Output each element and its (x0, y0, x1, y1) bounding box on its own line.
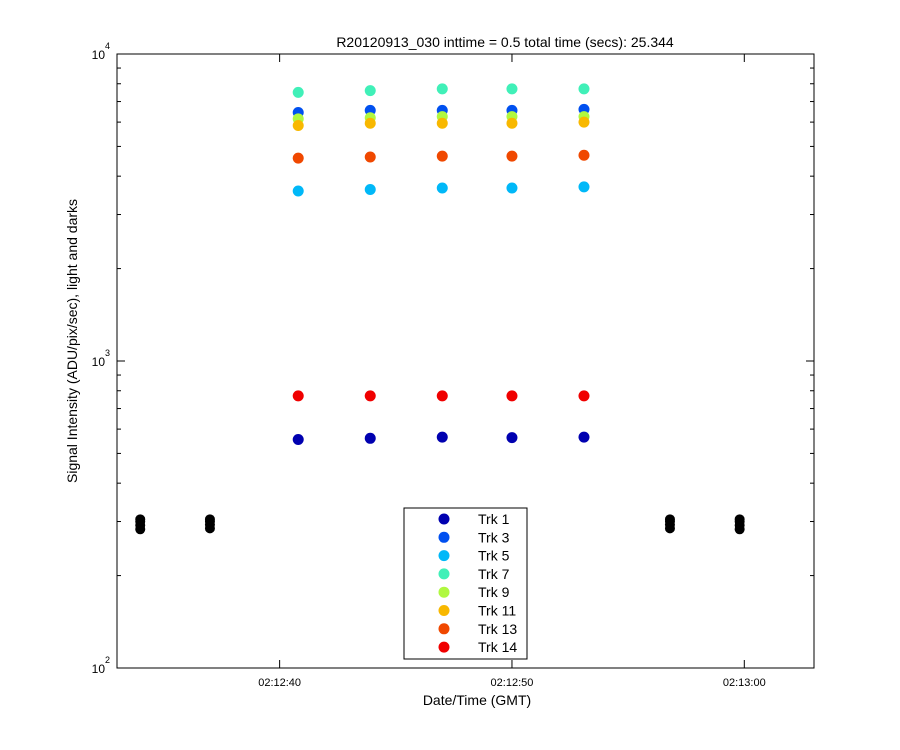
legend-box (403, 507, 528, 660)
point-trk-5 (506, 182, 518, 194)
point-trk-14 (578, 390, 590, 402)
point-trk-14 (506, 390, 518, 402)
point-trk-1 (436, 431, 448, 443)
point-trk-7 (578, 83, 590, 95)
point-trk-13 (292, 152, 304, 164)
legend-label: Trk 11 (478, 603, 516, 619)
legend-marker (438, 623, 450, 635)
point-trk-11 (578, 116, 590, 128)
point-trk-13 (364, 151, 376, 163)
legend-label: Trk 13 (478, 621, 517, 637)
point-trk-1 (578, 431, 590, 443)
dark-point (664, 514, 675, 525)
point-trk-11 (436, 117, 448, 129)
point-trk-14 (436, 390, 448, 402)
point-trk-1 (292, 434, 304, 446)
dark-points (135, 514, 745, 535)
point-trk-1 (506, 432, 518, 444)
y-tick-label: 10 (92, 48, 106, 62)
point-trk-5 (292, 185, 304, 197)
point-trk-5 (578, 181, 590, 193)
x-axis-label: Date/Time (GMT) (423, 692, 531, 708)
legend-label: Trk 1 (478, 511, 510, 527)
y-tick-exponent: 4 (105, 41, 110, 51)
legend-marker (438, 531, 450, 543)
point-trk-7 (436, 83, 448, 95)
legend-marker (438, 641, 450, 653)
legend-marker (438, 513, 450, 525)
dark-point (204, 514, 215, 525)
legend-marker (438, 568, 450, 580)
x-tick-label: 02:12:50 (491, 677, 534, 689)
legend-marker (438, 550, 450, 562)
legend-label: Trk 3 (478, 529, 510, 545)
point-trk-13 (436, 150, 448, 162)
point-trk-7 (292, 86, 304, 98)
legend-label: Trk 5 (478, 548, 510, 564)
y-tick-exponent: 2 (105, 655, 110, 665)
y-tick-exponent: 3 (105, 348, 110, 358)
x-tick-label: 02:12:40 (258, 677, 301, 689)
x-tick-label: 02:13:00 (723, 677, 766, 689)
point-trk-14 (292, 390, 304, 402)
legend-label: Trk 14 (478, 639, 517, 655)
y-tick-label: 10 (92, 662, 106, 676)
point-trk-5 (436, 182, 448, 194)
point-trk-13 (506, 150, 518, 162)
dark-point (135, 514, 146, 525)
y-tick-label: 10 (92, 355, 106, 369)
y-axis-label: Signal Intensity (ADU/pix/sec), light an… (64, 199, 80, 483)
x-ticks: 02:12:40 02:12:50 02:13:00 (258, 54, 766, 689)
y-minor-ticks (117, 67, 814, 577)
legend-label: Trk 7 (478, 566, 510, 582)
point-trk-11 (506, 117, 518, 129)
point-trk-7 (364, 85, 376, 97)
legend-marker (438, 586, 450, 598)
legend-label: Trk 9 (478, 584, 510, 600)
chart-title: R20120913_030 inttime = 0.5 total time (… (336, 34, 674, 50)
point-trk-14 (364, 390, 376, 402)
legend-marker (438, 605, 450, 616)
dark-point (734, 514, 745, 525)
point-trk-11 (292, 119, 304, 131)
point-trk-5 (364, 183, 376, 195)
point-trk-11 (364, 117, 376, 129)
point-trk-1 (364, 432, 376, 444)
series-points (292, 83, 590, 446)
legend: Trk 1 Trk 3 Trk 5 Trk 7 Trk 9 Trk 11 Trk 13 Trk… (403, 507, 528, 660)
point-trk-7 (506, 83, 518, 95)
point-trk-13 (578, 149, 590, 161)
